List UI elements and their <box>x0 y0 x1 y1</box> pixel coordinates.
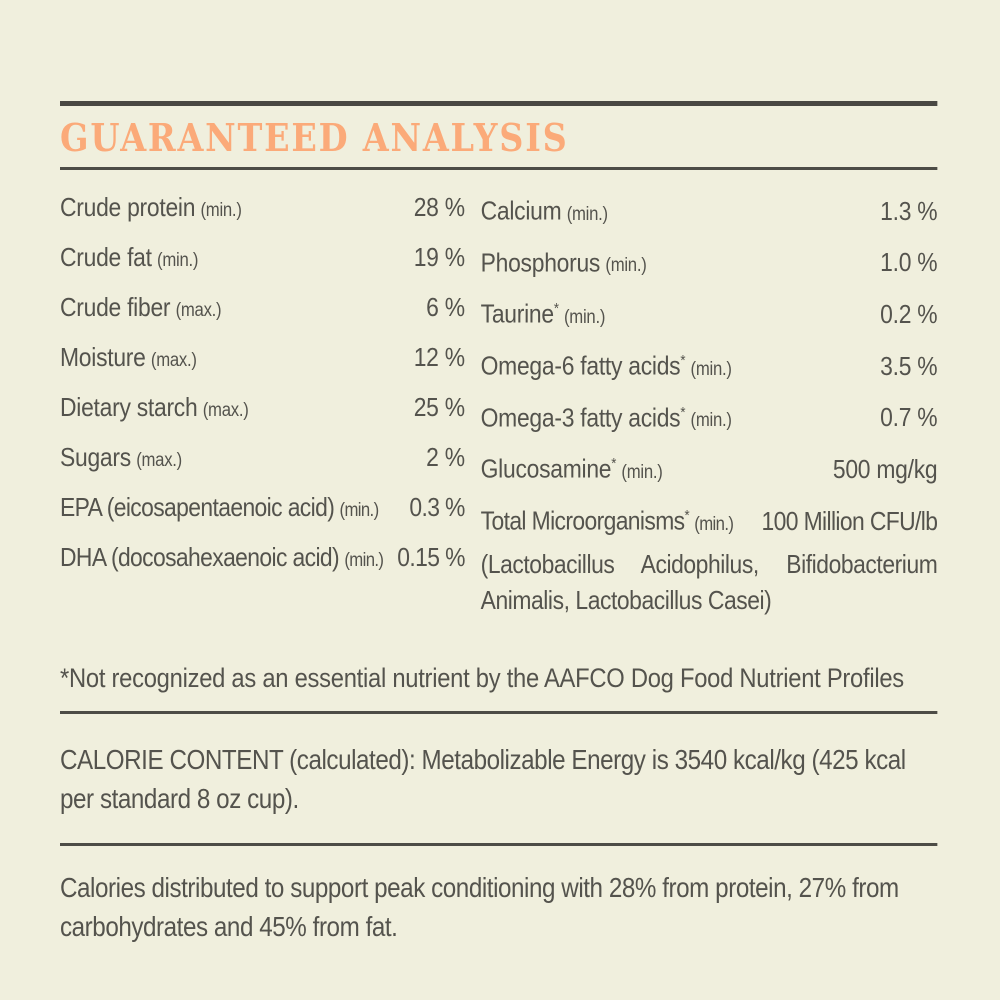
nutrient-label: Moisture (max.) <box>60 334 197 384</box>
analysis-row-crude-fiber: Crude fiber (max.) 6 % <box>60 284 465 334</box>
nutrient-name: DHA (docosahexaenoic acid) <box>60 542 340 572</box>
nutrient-name: Taurine <box>480 298 554 329</box>
analysis-column-left: Crude protein (min.) 28 % Crude fat (min.)… <box>60 184 465 618</box>
nutrient-label: Omega-3 fatty acids* (min.) <box>481 391 732 443</box>
nutrient-label: DHA (docosahexaenoic acid) (min.) <box>60 534 384 584</box>
analysis-row-sugars: Sugars (max.) 2 % <box>60 434 465 484</box>
nutrient-qualifier: (min.) <box>344 550 384 571</box>
nutrient-qualifier: (max.) <box>175 300 222 321</box>
nutrient-qualifier: (max.) <box>202 400 249 421</box>
nutrient-value: 28 % <box>413 192 465 222</box>
nutrient-qualifier: (min.) <box>157 250 199 271</box>
nutrient-label: Glucosamine* (min.) <box>481 442 663 494</box>
analysis-row-moisture: Moisture (max.) 12 % <box>60 334 465 384</box>
analysis-row-calcium: Calcium (min.) 1.3 % <box>481 184 938 236</box>
analysis-row-dietary-starch: Dietary starch (max.) 25 % <box>60 384 465 434</box>
nutrient-name: Glucosamine <box>480 453 612 484</box>
nutrient-value: 1.3 % <box>880 195 938 226</box>
analysis-row-omega3: Omega-3 fatty acids* (min.) 0.7 % <box>481 391 938 443</box>
nutrient-value: 19 % <box>413 242 465 272</box>
nutrient-qualifier: (max.) <box>136 450 182 471</box>
nutrient-qualifier: (min.) <box>564 306 606 328</box>
analysis-row-total-microorganisms: Total Microorganisms* (min.) 100 Million … <box>481 494 938 546</box>
nutrient-value: 500 mg/kg <box>832 453 938 484</box>
analysis-row-phosphorus: Phosphorus (min.) 1.0 % <box>481 236 938 288</box>
nutrient-label: Calcium (min.) <box>481 184 608 236</box>
section-divider <box>60 842 938 846</box>
nutrient-qualifier: (min.) <box>690 358 732 380</box>
asterisk-mark: * <box>680 403 686 421</box>
nutrient-value: 6 % <box>426 292 465 322</box>
nutrient-name: Moisture <box>60 342 146 372</box>
nutrient-value: 25 % <box>413 392 465 422</box>
nutrient-label: Dietary starch (max.) <box>60 384 249 434</box>
nutrient-value: 1.0 % <box>880 247 938 278</box>
nutrient-label: EPA (eicosapentaenoic acid) (min.) <box>60 484 379 534</box>
nutrient-label: Crude fiber (max.) <box>60 284 222 334</box>
nutrient-name: Crude protein <box>60 192 196 222</box>
nutrient-qualifier: (min.) <box>200 200 242 221</box>
nutrient-name: Crude fiber <box>60 292 171 322</box>
aafco-footnote: *Not recognized as an essential nutrient… <box>60 662 904 693</box>
analysis-row-taurine: Taurine* (min.) 0.2 % <box>481 287 938 339</box>
nutrient-qualifier: (min.) <box>605 255 647 277</box>
nutrient-value: 2 % <box>426 442 465 472</box>
nutrient-value: 0.3 % <box>409 492 465 522</box>
analysis-row-crude-protein: Crude protein (min.) 28 % <box>60 184 465 234</box>
nutrient-name: Calcium <box>480 195 562 226</box>
nutrient-label: Total Microorganisms* (min.) <box>481 494 734 546</box>
asterisk-mark: * <box>680 351 686 369</box>
nutrient-label: Phosphorus (min.) <box>481 236 647 288</box>
nutrient-value: 3.5 % <box>880 350 938 381</box>
nutrient-label: Taurine* (min.) <box>481 287 606 339</box>
heading-rule <box>60 167 938 170</box>
nutrient-name: Crude fat <box>60 242 152 272</box>
analysis-row-glucosamine: Glucosamine* (min.) 500 mg/kg <box>481 442 938 494</box>
nutrient-qualifier: (min.) <box>621 461 663 483</box>
nutrient-name: Total Microorganisms <box>480 505 685 536</box>
analysis-column-right: Calcium (min.) 1.3 % Phosphorus (min.) 1.0… <box>481 184 938 618</box>
analysis-table: Crude protein (min.) 28 % Crude fat (min.)… <box>60 184 938 618</box>
nutrient-name: Dietary starch <box>60 392 198 422</box>
section-divider <box>60 710 938 714</box>
calorie-content-statement: CALORIE CONTENT (calculated): Metaboliza… <box>60 743 906 814</box>
probiotic-species-detail: (Lactobacillus Acidophilus, Bifidobacter… <box>480 548 938 615</box>
analysis-row-crude-fat: Crude fat (min.) 19 % <box>60 234 465 284</box>
nutrient-name: Phosphorus <box>480 247 601 278</box>
nutrient-value: 12 % <box>413 342 465 372</box>
nutrient-value: 0.15 % <box>397 542 465 572</box>
analysis-row-omega6: Omega-6 fatty acids* (min.) 3.5 % <box>481 339 938 391</box>
label-panel: GUARANTEED ANALYSIS Crude protein (min.) … <box>60 0 938 946</box>
nutrient-name: EPA (eicosapentaenoic acid) <box>60 492 335 522</box>
nutrient-qualifier: (min.) <box>566 203 608 225</box>
calorie-distribution-statement: Calories distributed to support peak con… <box>60 871 899 942</box>
nutrient-qualifier: (max.) <box>150 350 197 371</box>
nutrient-value: 100 Million CFU/lb <box>761 505 938 536</box>
nutrient-name: Omega-3 fatty acids <box>480 402 681 433</box>
nutrient-qualifier: (min.) <box>339 500 379 521</box>
nutrient-label: Crude fat (min.) <box>60 234 198 284</box>
nutrient-label: Sugars (max.) <box>60 434 182 484</box>
analysis-row-epa: EPA (eicosapentaenoic acid) (min.) 0.3 % <box>60 484 465 534</box>
page-title: GUARANTEED ANALYSIS <box>60 115 569 160</box>
nutrient-name: Omega-6 fatty acids <box>480 350 681 381</box>
asterisk-mark: * <box>553 300 559 318</box>
nutrient-label: Crude protein (min.) <box>60 184 242 234</box>
asterisk-mark: * <box>611 455 617 473</box>
nutrient-qualifier: (min.) <box>690 410 732 432</box>
nutrient-value: 0.2 % <box>880 298 938 329</box>
top-rule <box>60 101 938 106</box>
nutrient-label: Omega-6 fatty acids* (min.) <box>481 339 732 391</box>
analysis-row-dha: DHA (docosahexaenoic acid) (min.) 0.15 % <box>60 534 465 584</box>
nutrient-name: Sugars <box>60 442 131 472</box>
asterisk-mark: * <box>684 506 690 524</box>
nutrient-value: 0.7 % <box>880 402 938 433</box>
nutrient-qualifier: (min.) <box>694 513 734 535</box>
